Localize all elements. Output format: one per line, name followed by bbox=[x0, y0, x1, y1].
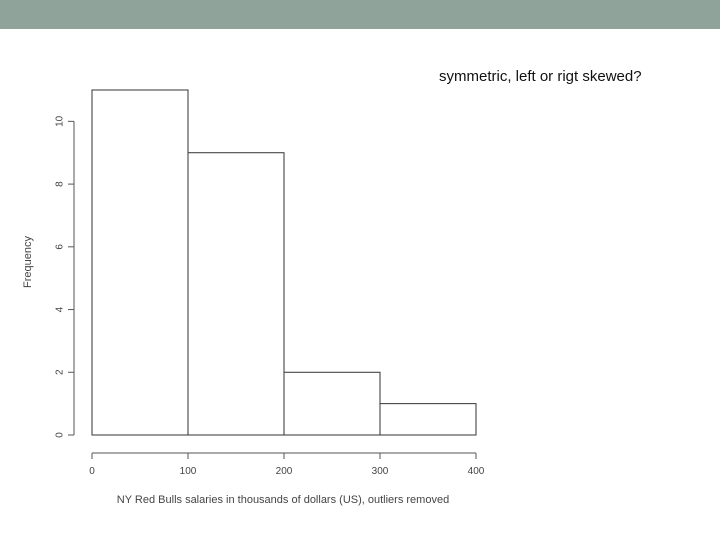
x-tick-label: 0 bbox=[89, 466, 95, 477]
y-tick-label: 8 bbox=[55, 181, 66, 187]
x-axis: 0 100 200 300 400 bbox=[89, 452, 485, 477]
top-band bbox=[0, 0, 720, 29]
x-tick-label: 400 bbox=[468, 466, 485, 477]
histogram-bar-1 bbox=[91, 89, 189, 436]
y-axis: 0 2 4 6 8 10 bbox=[55, 115, 75, 438]
histogram-bars bbox=[91, 89, 477, 436]
question-text: symmetric, left or rigt skewed? bbox=[439, 68, 642, 85]
x-tick-label: 300 bbox=[372, 466, 389, 477]
y-tick-label: 6 bbox=[55, 244, 66, 250]
histogram-bar-2 bbox=[187, 152, 285, 436]
y-axis-label: Frequency bbox=[22, 236, 34, 288]
histogram-bar-3 bbox=[283, 371, 381, 436]
x-tick-label: 200 bbox=[276, 466, 293, 477]
y-tick-label: 0 bbox=[55, 432, 66, 438]
histogram-bar-4 bbox=[379, 403, 477, 436]
x-axis-label: NY Red Bulls salaries in thousands of do… bbox=[117, 494, 449, 506]
y-tick-label: 10 bbox=[55, 115, 66, 127]
y-tick-label: 2 bbox=[55, 369, 66, 375]
x-tick-label: 100 bbox=[180, 466, 197, 477]
y-tick-label: 4 bbox=[55, 306, 66, 312]
